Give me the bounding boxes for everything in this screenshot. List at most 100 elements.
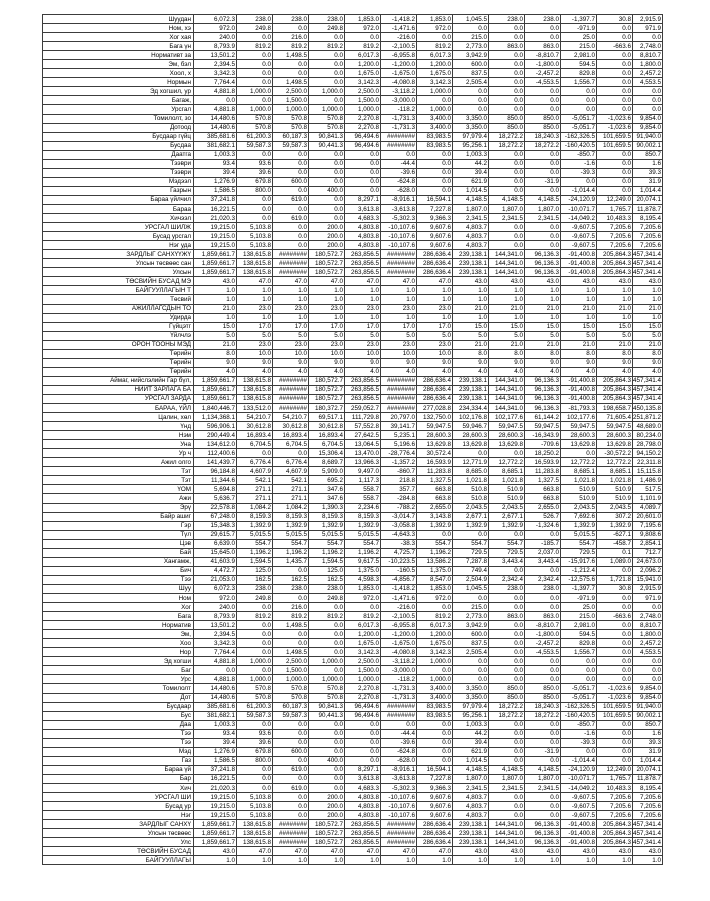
cell[interactable]: 30.8 <box>596 583 633 595</box>
cell[interactable]: ######## <box>380 249 417 260</box>
cell[interactable]: 59,947.5 <box>596 421 633 432</box>
cell[interactable]: 1,196.2 <box>308 547 345 558</box>
cell[interactable]: 2,270.8 <box>344 122 381 133</box>
cell[interactable]: 0.0 <box>596 95 633 106</box>
cell[interactable]: 2,457.2 <box>631 68 664 79</box>
cell[interactable]: 7,227.8 <box>416 773 453 784</box>
cell[interactable]: 8.0 <box>452 348 489 359</box>
cell[interactable]: 819.2 <box>308 41 345 52</box>
cell[interactable]: 47.0 <box>308 846 345 857</box>
cell[interactable]: 286,636.4 <box>416 393 453 405</box>
row-label[interactable]: Нормативт за <box>42 50 194 61</box>
cell[interactable]: -709.6 <box>524 439 561 450</box>
cell[interactable]: -3,118.2 <box>380 86 417 97</box>
cell[interactable]: 263,856.5 <box>344 249 381 260</box>
cell[interactable]: 1,014.5 <box>452 755 489 766</box>
cell[interactable]: 180,572.7 <box>308 267 345 278</box>
cell[interactable]: 215.0 <box>452 32 489 43</box>
cell[interactable]: 16,221.5 <box>193 773 237 784</box>
cell[interactable]: 1.0 <box>631 294 664 305</box>
cell[interactable]: 238.0 <box>236 13 273 25</box>
cell[interactable]: 1,196.2 <box>344 547 381 558</box>
row-label[interactable]: ОРОН ТООНЫ МЭД <box>42 339 194 350</box>
cell[interactable]: 1,807.0 <box>524 773 561 784</box>
cell[interactable]: 0.0 <box>272 629 309 640</box>
cell[interactable]: 9.0 <box>236 357 273 368</box>
cell[interactable]: 1.0 <box>193 312 237 323</box>
cell[interactable]: 9,854.0 <box>631 692 664 703</box>
cell[interactable]: 0.0 <box>344 167 381 178</box>
cell[interactable]: 1,200.0 <box>416 59 453 70</box>
cell[interactable]: 144,341.0 <box>488 375 525 386</box>
cell[interactable]: 972.0 <box>193 23 237 34</box>
cell[interactable]: 9.0 <box>344 357 381 368</box>
cell[interactable]: 23.0 <box>380 303 417 314</box>
cell[interactable]: 0.0 <box>560 448 597 459</box>
cell[interactable]: 596,906.1 <box>193 421 237 432</box>
cell[interactable]: 554.7 <box>308 538 345 549</box>
cell[interactable]: 251,871.2 <box>631 412 664 423</box>
cell[interactable]: -1,023.6 <box>596 113 633 124</box>
cell[interactable]: -284.8 <box>380 493 417 504</box>
cell[interactable]: 0.0 <box>596 728 633 739</box>
cell[interactable]: 0.0 <box>488 167 525 178</box>
cell[interactable]: 91,940.0 <box>631 131 664 142</box>
cell[interactable]: 1,594.5 <box>308 556 345 567</box>
cell[interactable]: 21.0 <box>524 303 561 314</box>
cell[interactable]: 558.7 <box>344 484 381 495</box>
cell[interactable]: 0.0 <box>524 231 561 242</box>
row-label[interactable]: УРСГАЛ ШИЛЖ <box>42 222 194 233</box>
cell[interactable]: 0.0 <box>596 32 633 43</box>
cell[interactable]: 0.0 <box>488 792 525 803</box>
cell[interactable]: 4.0 <box>488 366 525 377</box>
cell[interactable]: 23.0 <box>416 339 453 350</box>
row-label[interactable]: Мэдээл <box>42 176 194 187</box>
cell[interactable]: 0.0 <box>416 167 453 178</box>
cell[interactable]: 510.8 <box>452 493 489 504</box>
cell[interactable]: 1.0 <box>596 855 633 866</box>
cell[interactable]: 43.0 <box>524 846 561 857</box>
cell[interactable]: 0.0 <box>416 176 453 187</box>
cell[interactable]: 17.0 <box>344 321 381 332</box>
cell[interactable]: 0.0 <box>308 620 345 631</box>
cell[interactable]: 59,946.7 <box>452 421 489 432</box>
cell[interactable]: ######## <box>272 258 309 269</box>
cell[interactable]: 1,486.9 <box>631 475 664 486</box>
cell[interactable]: 5,636.7 <box>193 493 237 504</box>
cell[interactable]: 850.0 <box>488 113 525 124</box>
cell[interactable]: 240.0 <box>193 602 237 613</box>
cell[interactable]: 3,443.4 <box>488 556 525 567</box>
row-label[interactable]: Хоо <box>42 638 194 649</box>
cell[interactable]: -39.3 <box>560 737 597 748</box>
cell[interactable]: 18,240.3 <box>524 701 561 712</box>
cell[interactable]: 239,138.1 <box>452 828 489 839</box>
row-label[interactable]: Бай <box>42 547 194 558</box>
cell[interactable]: 2,234.6 <box>344 502 381 513</box>
cell[interactable]: 30,612.8 <box>308 421 345 432</box>
cell[interactable]: 0.0 <box>488 629 525 640</box>
cell[interactable]: 1.0 <box>308 285 345 296</box>
cell[interactable]: 8.0 <box>193 348 237 359</box>
cell[interactable]: 1.0 <box>308 294 345 305</box>
cell[interactable]: 0.0 <box>344 737 381 748</box>
cell[interactable]: 13,470.0 <box>344 448 381 459</box>
cell[interactable]: 517.5 <box>631 484 664 495</box>
cell[interactable]: 0.0 <box>452 86 489 97</box>
cell[interactable]: 1,392.9 <box>236 520 273 531</box>
row-label[interactable]: Бага үн <box>42 41 194 52</box>
cell[interactable]: 286,636.4 <box>416 375 453 386</box>
cell[interactable]: 134,612.0 <box>193 439 237 450</box>
cell[interactable]: 47.0 <box>344 846 381 857</box>
cell[interactable]: 4.0 <box>344 366 381 377</box>
cell[interactable]: 0.0 <box>193 665 237 676</box>
cell[interactable]: -4,080.8 <box>380 77 417 88</box>
cell[interactable]: 144,341.0 <box>488 267 525 278</box>
cell[interactable]: 180,572.7 <box>308 384 345 395</box>
cell[interactable]: 4,148.5 <box>452 194 489 205</box>
cell[interactable]: 4,607.9 <box>236 466 273 477</box>
cell[interactable]: 6,072.3 <box>193 583 237 595</box>
cell[interactable]: 0.0 <box>236 77 273 88</box>
cell[interactable]: 5.0 <box>344 330 381 341</box>
cell[interactable]: 972.0 <box>416 592 453 604</box>
cell[interactable]: 144,341.0 <box>488 828 525 839</box>
